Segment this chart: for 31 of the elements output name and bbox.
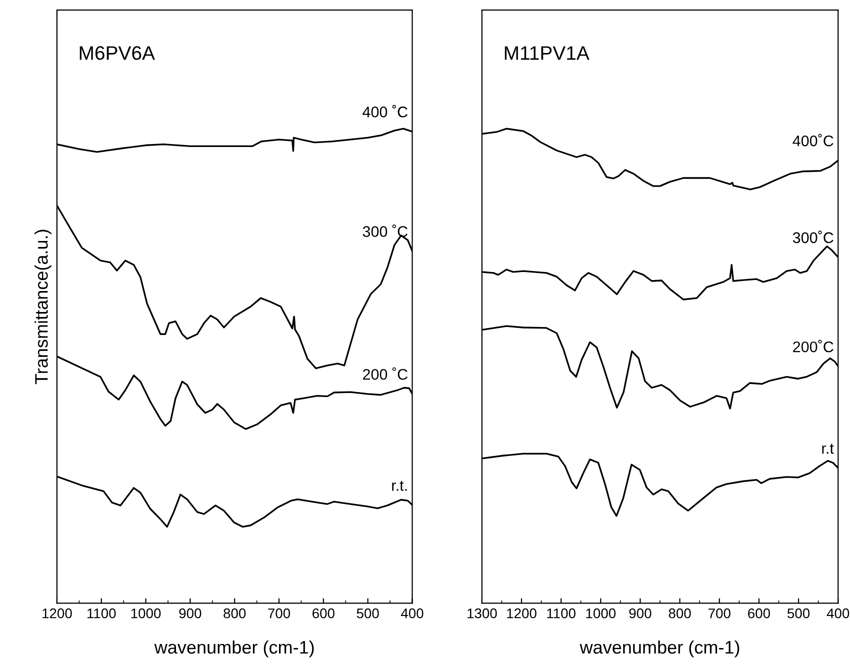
- text: M6PV6A: [80, 46, 155, 60]
- x-tick-label: 600: [312, 608, 334, 618]
- x-tick-label: 500: [788, 608, 810, 618]
- series-label: r.t: [822, 444, 834, 454]
- x-tick-label: 400: [400, 608, 424, 618]
- x-tick-label: 800: [224, 608, 246, 618]
- x-tick-label: 1200: [42, 608, 72, 618]
- x-tick-label: 700: [708, 608, 730, 618]
- text: M11PV1A: [504, 46, 590, 60]
- x-tick-label: 500: [356, 608, 379, 618]
- x-axis-title: wavenumber (cm-1): [154, 640, 314, 658]
- x-tick-label: 1100: [547, 608, 576, 618]
- series-label: 300˚C: [792, 230, 834, 244]
- x-tick-label: 800: [668, 608, 691, 618]
- x-tick-label: 1000: [131, 608, 161, 618]
- x-tick-label: 900: [179, 608, 202, 618]
- x-tick-label: 1300: [468, 608, 497, 618]
- series-label: 400˚C: [792, 134, 834, 146]
- x-tick-label: 1000: [586, 608, 616, 618]
- series-label: 200˚C: [793, 340, 834, 352]
- x-tick-label: 900: [629, 608, 652, 618]
- series-label: r.t.: [392, 480, 407, 491]
- x-tick-label: 1200: [507, 608, 536, 618]
- y-axis-title: Transmittance(a.u.): [34, 230, 52, 384]
- x-axis-title: wavenumber (cm-1): [580, 640, 740, 658]
- series-label: 200 ˚C: [363, 367, 408, 380]
- series-label: 400 ˚C: [362, 104, 408, 118]
- x-tick-label: 400: [826, 608, 850, 618]
- x-tick-label: 1100: [87, 608, 116, 618]
- x-tick-label: 700: [268, 608, 290, 618]
- x-tick-label: 600: [748, 608, 770, 618]
